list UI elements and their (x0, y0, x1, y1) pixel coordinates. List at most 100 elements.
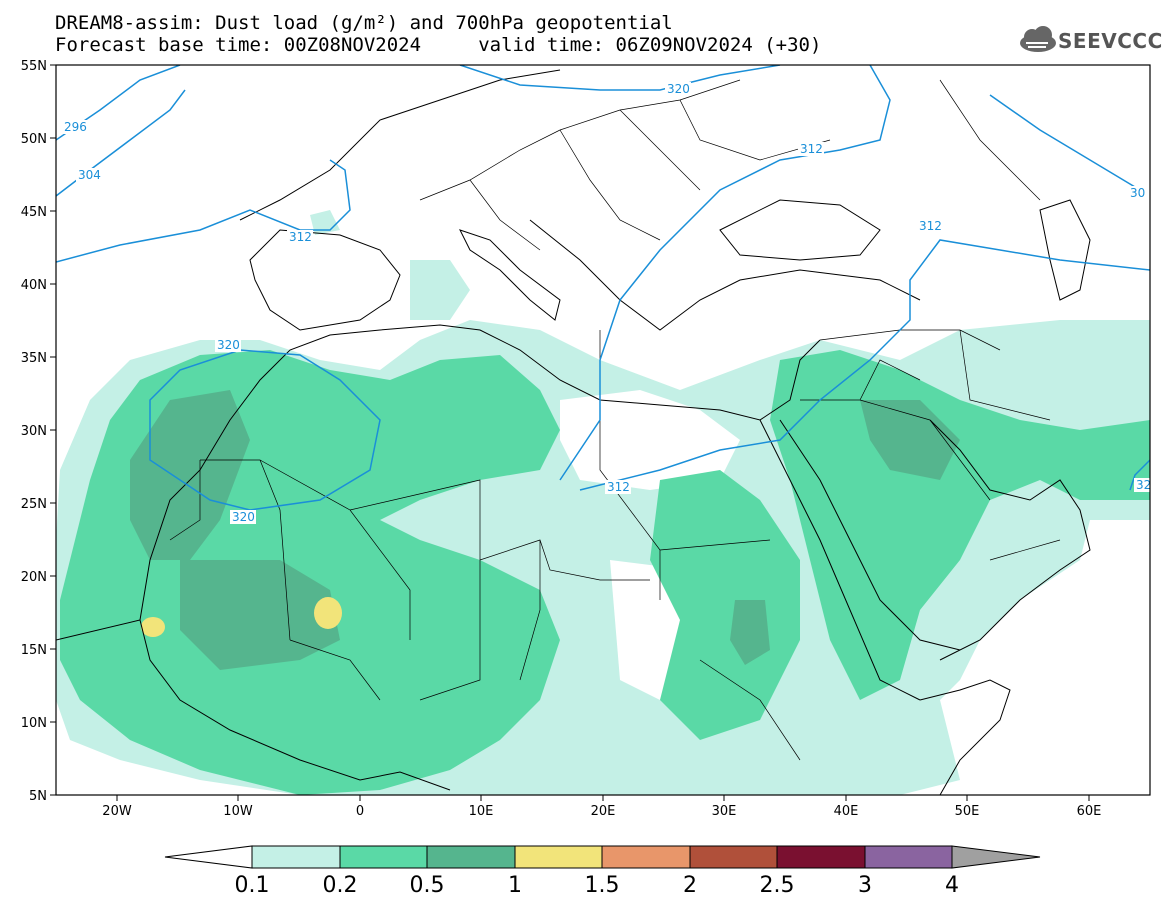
dust-band-medium-east (770, 350, 1150, 700)
lon-tick-label: 60E (1077, 804, 1102, 819)
lon-tick-label: 50E (955, 804, 980, 819)
contour-320-east (1129, 459, 1150, 491)
colorbar-swatch (776, 845, 866, 869)
contour-label-text: 312 (289, 230, 312, 244)
lon-tick-label: 20E (591, 804, 616, 819)
colorbar-under-triangle (164, 845, 253, 869)
logo-text: SEEVCCC (1058, 29, 1163, 53)
lat-tick: 20N (21, 570, 56, 585)
lat-tick-label: 25N (21, 497, 47, 512)
contour-label-text: 30 (1130, 186, 1145, 200)
lat-tick-label: 55N (21, 59, 47, 74)
coastline-red-sea (759, 419, 961, 701)
coastline-europe-north (239, 69, 561, 221)
contour-label-text: 312 (800, 142, 823, 156)
lat-tick-label: 40N (21, 278, 47, 293)
colorbar-over-triangle (951, 845, 1041, 869)
dust-max-mali (314, 597, 342, 629)
lat-tick-label: 50N (21, 132, 47, 147)
contour-label-text: 312 (919, 219, 942, 233)
dust-band-dense-iraq (860, 400, 960, 480)
contour-label: 32 (1134, 478, 1151, 492)
coastlines (56, 69, 1091, 795)
dust-free-egypt (560, 390, 740, 490)
map-title-line2: Forecast base time: 00Z08NOV2024 valid t… (55, 34, 822, 56)
colorbar-label: 0.2 (323, 873, 358, 898)
contour-label: 304 (76, 168, 102, 182)
dust-max-senegal (141, 617, 165, 637)
map-title-line1: DREAM8-assim: Dust load (g/m²) and 700hP… (55, 12, 673, 34)
contour-label-text: 304 (78, 168, 101, 182)
dust-fields (56, 210, 1150, 795)
lat-tick: 15N (21, 643, 56, 658)
geopotential-contours (56, 65, 1150, 511)
lon-tick-label: 30E (712, 804, 737, 819)
colorbar-swatch (426, 845, 516, 869)
lon-tick: 60E (1077, 795, 1102, 819)
colorbar-label: 1 (508, 873, 522, 898)
lat-tick: 30N (21, 424, 56, 439)
contour-label-text: 296 (64, 120, 87, 134)
lon-tick: 10W (223, 795, 253, 819)
lon-tick-label: 40E (834, 804, 859, 819)
contour-label-text: 312 (607, 480, 630, 494)
border-lines-middle-east (800, 329, 1061, 561)
colorbar-swatch (864, 845, 953, 869)
dust-band-light-europe (310, 210, 470, 320)
contour-label: 320 (665, 82, 691, 96)
lon-tick: 40E (834, 795, 859, 819)
colorbar-swatch (339, 845, 428, 869)
lat-tick: 45N (21, 205, 56, 220)
cloud-icon (1020, 26, 1056, 52)
lon-tick-label: 20W (102, 804, 132, 819)
lat-tick: 10N (21, 716, 56, 731)
coastline-north-africa (56, 324, 821, 641)
lon-tick-label: 10W (223, 804, 253, 819)
borders (169, 79, 1061, 761)
lat-tick: 40N (21, 278, 56, 293)
colorbar-label: 0.5 (410, 873, 445, 898)
colorbar-swatch (514, 845, 603, 869)
dust-band-dense-west (130, 390, 250, 560)
colorbar-label: 4 (945, 873, 959, 898)
contour-304-east (989, 94, 1141, 191)
lon-axis: 20W 10W 0 10E 20E 30E 40E 50E 60E (102, 795, 1101, 819)
seevccc-logo (1020, 26, 1056, 52)
colorbar-label: 1.5 (585, 873, 620, 898)
contour-320-north (459, 65, 781, 91)
colorbar-swatch (251, 845, 341, 869)
contour-label: 312 (605, 480, 631, 494)
lat-tick-label: 30N (21, 424, 47, 439)
colorbar: 0.1 0.2 0.5 1 1.5 2 2.5 3 4 (164, 845, 1041, 898)
contour-label-text: 320 (667, 82, 690, 96)
lat-tick-label: 10N (21, 716, 47, 731)
colorbar-label: 0.1 (235, 873, 270, 898)
contour-label: 296 (62, 120, 88, 134)
contour-320-low (149, 349, 381, 511)
contour-label: 312 (798, 142, 824, 156)
lon-tick: 30E (712, 795, 737, 819)
contour-label: 320 (215, 338, 241, 352)
dust-band-medium-west (60, 350, 560, 795)
colorbar-label: 2.5 (760, 873, 795, 898)
coastline-west-africa (139, 619, 451, 791)
contour-label: 312 (287, 230, 313, 244)
lon-tick: 50E (955, 795, 980, 819)
colorbar-label: 2 (683, 873, 697, 898)
dust-band-dense-sudan (730, 600, 770, 665)
lon-tick: 0 (356, 795, 364, 819)
contour-labels: 296 304 312 320 312 320 320 312 312 30 3… (62, 82, 1151, 524)
contour-312-south (579, 239, 1150, 491)
dust-band-dense-sahel (180, 560, 340, 670)
contour-label-text: 320 (232, 510, 255, 524)
lat-tick: 25N (21, 497, 56, 512)
lat-tick-label: 45N (21, 205, 47, 220)
lat-tick: 5N (29, 789, 56, 804)
border-lines-africa (169, 330, 801, 761)
contour-label: 30 (1128, 186, 1148, 200)
lon-tick-label: 10E (469, 804, 494, 819)
coastline-iberia (249, 229, 401, 331)
colorbar-swatch (601, 845, 691, 869)
lon-tick-label: 0 (356, 804, 364, 819)
